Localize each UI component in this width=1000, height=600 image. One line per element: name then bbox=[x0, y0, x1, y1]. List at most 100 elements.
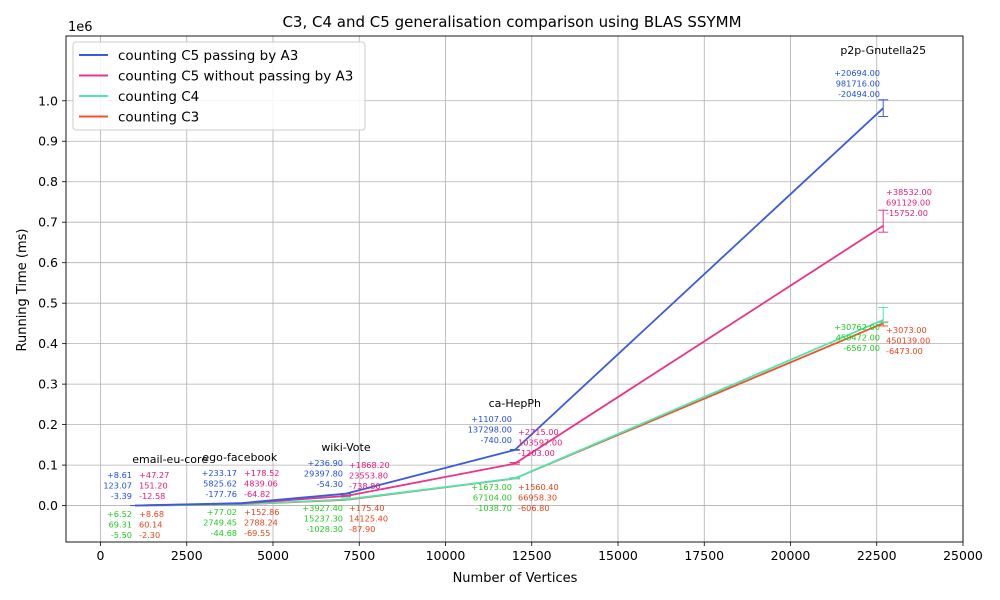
error-bar bbox=[509, 477, 520, 480]
value-label: +3073.00 bbox=[886, 325, 927, 335]
value-label: +236.90 bbox=[307, 458, 343, 468]
axes: 0 2500 5000 7500 10000 12500 15000 17500 20000 22… bbox=[38, 35, 983, 563]
value-label: 66958.30 bbox=[518, 493, 557, 503]
y-tick-label: 0.4 bbox=[38, 336, 58, 351]
y-tick-label: 0.8 bbox=[38, 174, 58, 189]
y-tick-label: 0.9 bbox=[38, 134, 58, 149]
value-label: +152.86 bbox=[244, 507, 280, 517]
x-tick-label: 10000 bbox=[426, 548, 466, 563]
error-bar bbox=[878, 99, 889, 117]
value-label: +1107.00 bbox=[471, 414, 512, 424]
x-tick-label: 25000 bbox=[943, 548, 983, 563]
x-tick-label: 7500 bbox=[343, 548, 375, 563]
value-label: -1038.70 bbox=[475, 503, 512, 513]
x-tick-label: 5000 bbox=[257, 548, 289, 563]
value-label: 29397.80 bbox=[304, 469, 343, 479]
y-tick-label: 0.2 bbox=[38, 417, 58, 432]
error-bar bbox=[878, 209, 889, 233]
error-bar bbox=[340, 497, 351, 501]
y-tick-label: 1.0 bbox=[38, 93, 58, 108]
series-line bbox=[135, 107, 884, 507]
x-tick-label: 20000 bbox=[771, 548, 811, 563]
value-label: +8.68 bbox=[139, 509, 164, 519]
legend-frame bbox=[72, 41, 366, 131]
dataset-annotation: ego-facebook bbox=[202, 451, 278, 464]
y-tick-label: 0.7 bbox=[38, 215, 58, 230]
value-label: 15237.30 bbox=[304, 514, 343, 524]
value-label: -20494.00 bbox=[838, 89, 880, 99]
x-tick-label: 12500 bbox=[512, 548, 552, 563]
dataset-annotation: p2p-Gnutella25 bbox=[840, 44, 926, 57]
y-tick-label: 0.1 bbox=[38, 458, 58, 473]
y-tick-label: 0.5 bbox=[38, 296, 58, 311]
error-bar bbox=[509, 462, 520, 465]
value-label: 458472.00 bbox=[836, 333, 880, 343]
value-label: -1203.00 bbox=[518, 448, 555, 458]
value-label: -12.58 bbox=[139, 491, 165, 501]
value-label: 5825.62 bbox=[203, 479, 237, 489]
x-tick-label: 17500 bbox=[684, 548, 724, 563]
y-tick-label: 0.3 bbox=[38, 377, 58, 392]
value-label: -2.30 bbox=[139, 530, 160, 540]
value-label: -6473.00 bbox=[886, 346, 923, 356]
x-tick-label: 2500 bbox=[171, 548, 203, 563]
y-tick-label: 0.0 bbox=[38, 498, 58, 513]
value-label: +175.40 bbox=[349, 503, 385, 513]
value-label: 2788.24 bbox=[244, 518, 278, 528]
legend-entry-label: counting C5 without passing by A3 bbox=[118, 69, 353, 85]
value-label: +20694.00 bbox=[834, 68, 880, 78]
value-label: -69.55 bbox=[244, 528, 270, 538]
value-label: 151.20 bbox=[139, 481, 168, 491]
value-label: 123.07 bbox=[103, 481, 132, 491]
legend-entry-label: counting C3 bbox=[118, 110, 199, 126]
value-label: -44.68 bbox=[211, 528, 237, 538]
value-label: +178.52 bbox=[244, 468, 280, 478]
value-label: -738.80 bbox=[349, 481, 381, 491]
value-label: +1560.40 bbox=[518, 482, 559, 492]
value-label: 103597.00 bbox=[518, 438, 562, 448]
value-label: -64.82 bbox=[244, 489, 270, 499]
value-label: +47.27 bbox=[139, 470, 169, 480]
error-bar bbox=[878, 307, 889, 324]
chart-title: C3, C4 and C5 generalisation comparison … bbox=[282, 13, 741, 31]
y-axis-offset-text: 1e6 bbox=[68, 20, 93, 35]
value-label: +38532.00 bbox=[886, 187, 932, 197]
value-label: 23553.80 bbox=[349, 471, 388, 481]
error-bar bbox=[340, 494, 351, 497]
value-label: -3.39 bbox=[111, 491, 132, 501]
value-label: -5.50 bbox=[111, 530, 132, 540]
error-bar bbox=[509, 449, 520, 451]
value-label: -177.76 bbox=[205, 489, 237, 499]
value-label: -54.30 bbox=[317, 479, 343, 489]
x-tick-label: 15000 bbox=[598, 548, 638, 563]
value-label: +233.17 bbox=[201, 468, 237, 478]
value-label: +1868.20 bbox=[349, 460, 390, 470]
value-label: 69.31 bbox=[109, 520, 132, 530]
dataset-annotation: wiki-Vote bbox=[321, 441, 371, 454]
dataset-annotation: ca-HepPh bbox=[489, 397, 541, 410]
plot-frame bbox=[65, 35, 964, 543]
x-tick-label: 0 bbox=[97, 548, 105, 563]
value-label: -740.00 bbox=[480, 435, 512, 445]
value-label: -6567.00 bbox=[843, 343, 880, 353]
value-label: +1673.00 bbox=[471, 482, 512, 492]
value-label: +77.02 bbox=[207, 507, 237, 517]
value-label: +8.61 bbox=[107, 470, 132, 480]
